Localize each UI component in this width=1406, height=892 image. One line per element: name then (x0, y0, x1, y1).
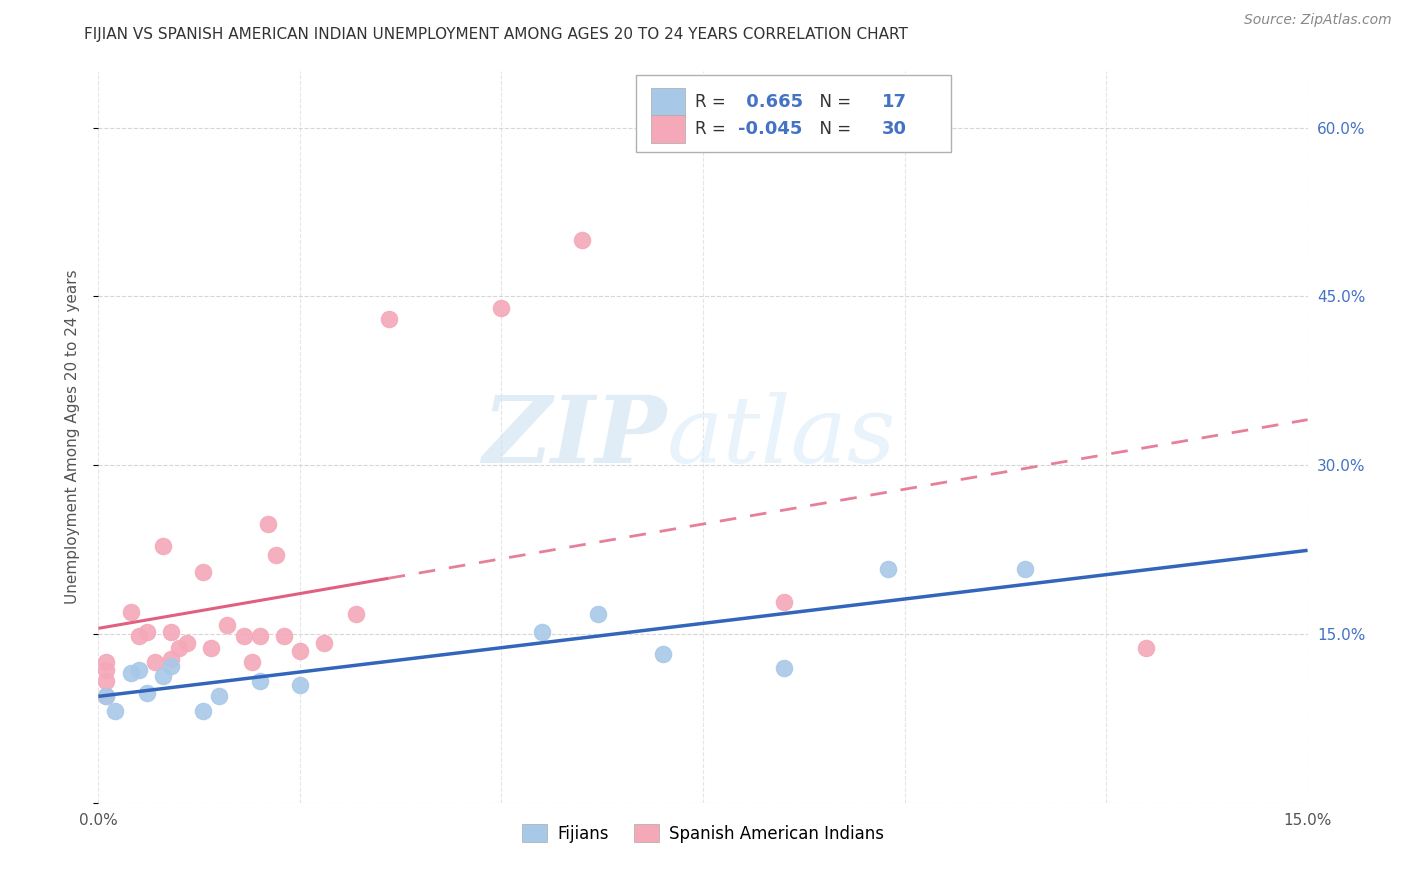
Point (273, 629, 295, 643)
Point (586, 607, 609, 621)
Point (96, 655, 118, 669)
Point (96, 689, 118, 703)
FancyBboxPatch shape (651, 115, 685, 143)
Point (160, 624, 183, 639)
Text: 30: 30 (882, 120, 907, 138)
Text: R =: R = (695, 93, 731, 112)
Point (377, 312, 399, 326)
Point (128, 629, 150, 643)
Text: ZIP: ZIP (482, 392, 666, 482)
Y-axis label: Unemployment Among Ages 20 to 24 years: Unemployment Among Ages 20 to 24 years (65, 269, 80, 605)
Point (651, 647, 673, 661)
Point (152, 668, 174, 682)
Point (264, 548, 287, 562)
Point (193, 704, 215, 718)
Point (772, 661, 794, 675)
Point (571, 233, 593, 247)
Point (143, 655, 166, 669)
Point (772, 595, 794, 609)
Point (249, 674, 271, 689)
Point (232, 629, 254, 643)
Point (120, 605, 142, 619)
Point (96, 689, 118, 703)
Point (249, 629, 271, 643)
Point (135, 624, 157, 639)
Text: -0.045: -0.045 (738, 120, 803, 138)
Point (1135, 640, 1157, 655)
Point (96, 663, 118, 677)
Point (288, 644, 311, 658)
Text: 17: 17 (882, 93, 907, 112)
Text: Source: ZipAtlas.com: Source: ZipAtlas.com (1244, 13, 1392, 28)
Point (193, 565, 215, 579)
Point (240, 655, 263, 669)
Point (314, 636, 336, 650)
Point (167, 640, 190, 655)
Point (217, 618, 239, 632)
Point (256, 516, 278, 531)
Point (120, 666, 142, 681)
Point (103, 704, 125, 718)
Legend: Fijians, Spanish American Indians: Fijians, Spanish American Indians (516, 818, 890, 849)
Text: FIJIAN VS SPANISH AMERICAN INDIAN UNEMPLOYMENT AMONG AGES 20 TO 24 YEARS CORRELA: FIJIAN VS SPANISH AMERICAN INDIAN UNEMPL… (84, 27, 908, 42)
Point (96, 674, 118, 689)
Text: 0.665: 0.665 (741, 93, 804, 112)
Point (200, 640, 222, 655)
Text: N =: N = (810, 93, 856, 112)
Point (176, 636, 198, 650)
Point (1014, 562, 1036, 576)
Point (135, 685, 157, 699)
Point (128, 663, 150, 677)
Text: N =: N = (810, 120, 856, 138)
Point (208, 689, 231, 703)
Point (344, 607, 367, 621)
Point (530, 624, 553, 639)
Text: R =: R = (695, 120, 731, 138)
Point (152, 539, 174, 553)
Point (160, 658, 183, 673)
Text: atlas: atlas (666, 392, 896, 482)
Point (160, 652, 183, 666)
Point (491, 301, 513, 315)
Point (877, 562, 900, 576)
FancyBboxPatch shape (651, 88, 685, 116)
FancyBboxPatch shape (637, 75, 950, 152)
Point (288, 678, 311, 692)
